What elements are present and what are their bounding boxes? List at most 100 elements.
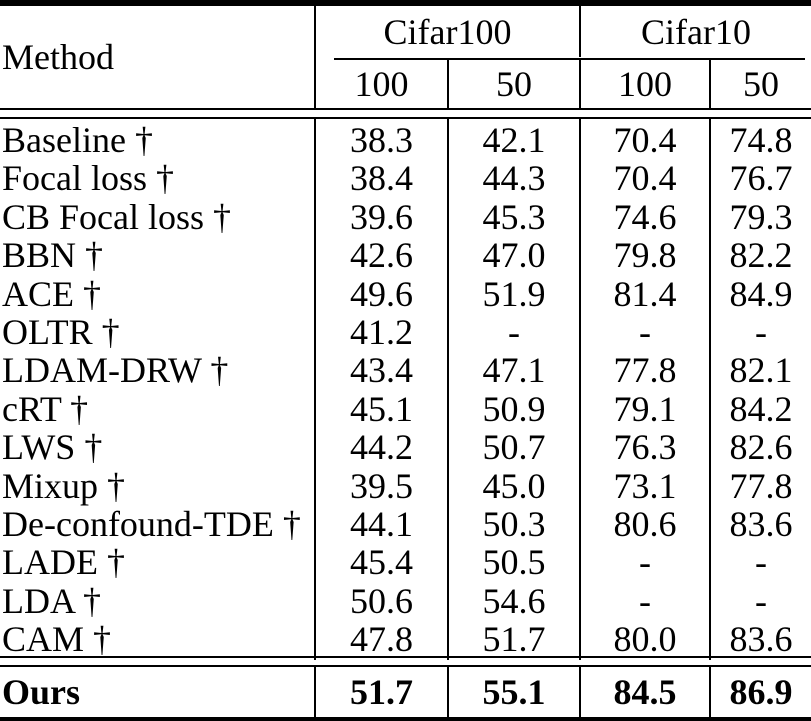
method-cell: cRT † [0, 387, 316, 430]
table-row: CB Focal loss † 39.6 45.3 74.6 79.3 [0, 195, 811, 238]
value-cell: 74.6 [579, 195, 709, 238]
table-row: LDA † 50.6 54.6 - - [0, 579, 811, 622]
ours-separator-rule [0, 656, 811, 668]
value-cell: 47.0 [447, 234, 579, 277]
method-cell: LDA † [0, 579, 316, 622]
table-row: BBN † 42.6 47.0 79.8 82.2 [0, 234, 811, 277]
value-cell: 45.0 [447, 464, 579, 507]
value-cell: 76.3 [579, 426, 709, 469]
value-cell: 84.2 [709, 387, 811, 430]
value-cell: - [709, 541, 811, 584]
value-cell: 50.7 [447, 426, 579, 469]
value-cell: 81.4 [579, 272, 709, 315]
value-cell: 70.4 [579, 119, 709, 161]
subheader-cifar10-100: 100 [579, 60, 709, 108]
table-header: Method Cifar100 Cifar10 100 50 100 50 [0, 6, 811, 108]
value-cell: 79.8 [579, 234, 709, 277]
value-cell: 44.2 [350, 427, 413, 468]
method-cell: OLTR † [0, 310, 316, 353]
value-cell: 50.3 [447, 502, 579, 545]
value-cell: 44.1 [350, 503, 413, 544]
header-separator-rule [0, 108, 811, 119]
value-cell: 49.6 [350, 273, 413, 314]
table-top-rule [0, 0, 811, 6]
value-cell: 79.3 [709, 195, 811, 238]
value-cell: 70.4 [579, 157, 709, 200]
value-cell: 79.1 [579, 387, 709, 430]
value-cell: 44.3 [447, 157, 579, 200]
table-bottom-rule [0, 717, 811, 721]
value-cell: 51.9 [447, 272, 579, 315]
method-cell: De-confound-TDE † [0, 502, 316, 545]
value-cell: 84.9 [709, 272, 811, 315]
table-row: LWS † 44.2 50.7 76.3 82.6 [0, 426, 811, 469]
subheader-cifar100-100: 100 [354, 64, 409, 104]
value-cell: 50.6 [350, 580, 413, 621]
method-cell: LADE † [0, 541, 316, 584]
column-group-cifar10: Cifar10 [579, 6, 811, 57]
table-row: Baseline † 38.3 42.1 70.4 74.8 [0, 119, 811, 161]
method-column-header: Method [0, 6, 316, 108]
subheader-cifar100-50: 50 [447, 60, 579, 108]
value-cell: 76.7 [709, 157, 811, 200]
value-cell: 84.5 [579, 667, 709, 718]
table-row: Mixup † 39.5 45.0 73.1 77.8 [0, 464, 811, 507]
value-cell: 50.5 [447, 541, 579, 584]
value-cell: 51.7 [350, 672, 413, 713]
value-cell: 47.8 [350, 619, 413, 660]
value-cell: 82.6 [709, 426, 811, 469]
value-cell: 82.2 [709, 234, 811, 277]
value-cell: 45.3 [447, 195, 579, 238]
value-cell: 38.3 [350, 120, 413, 160]
value-cell: 39.5 [350, 465, 413, 506]
table-row: OLTR † 41.2 - - - [0, 310, 811, 353]
value-cell: 38.4 [350, 158, 413, 199]
value-cell: - [447, 310, 579, 353]
method-cell: CB Focal loss † [0, 195, 316, 238]
value-cell: 82.1 [709, 349, 811, 392]
method-cell: Ours [0, 667, 316, 718]
value-cell: 43.4 [350, 350, 413, 391]
subheader-cifar10-50: 50 [709, 60, 811, 108]
value-cell: 80.6 [579, 502, 709, 545]
value-cell: 50.9 [447, 387, 579, 430]
value-cell: 77.8 [709, 464, 811, 507]
value-cell: 83.6 [709, 618, 811, 661]
table-row: ACE † 49.6 51.9 81.4 84.9 [0, 272, 811, 315]
table-row: Focal loss † 38.4 44.3 70.4 76.7 [0, 157, 811, 200]
method-cell: Focal loss † [0, 157, 316, 200]
method-cell: Mixup † [0, 464, 316, 507]
value-cell: - [579, 310, 709, 353]
value-cell: 51.7 [447, 618, 579, 661]
value-cell: 47.1 [447, 349, 579, 392]
method-cell: CAM † [0, 618, 316, 661]
method-cell: LWS † [0, 426, 316, 469]
value-cell: 41.2 [350, 311, 413, 352]
table-row: CAM † 47.8 51.7 80.0 83.6 [0, 618, 811, 661]
table-row: cRT † 45.1 50.9 79.1 84.2 [0, 387, 811, 430]
method-cell: Baseline † [0, 119, 316, 161]
column-group-cifar100: Cifar100 [383, 11, 512, 52]
value-cell: 80.0 [579, 618, 709, 661]
table-row: De-confound-TDE † 44.1 50.3 80.6 83.6 [0, 502, 811, 545]
value-cell: - [709, 579, 811, 622]
value-cell: 54.6 [447, 579, 579, 622]
method-cell: LDAM-DRW † [0, 349, 316, 392]
table-body: Baseline † 38.3 42.1 70.4 74.8 Focal los… [0, 119, 811, 661]
value-cell: - [579, 541, 709, 584]
table-row: LADE † 45.4 50.5 - - [0, 541, 811, 584]
method-cell: BBN † [0, 234, 316, 277]
method-cell: ACE † [0, 272, 316, 315]
value-cell: 73.1 [579, 464, 709, 507]
value-cell: - [709, 310, 811, 353]
value-cell: 42.6 [350, 235, 413, 276]
value-cell: 86.9 [709, 667, 811, 718]
value-cell: 45.1 [350, 388, 413, 429]
value-cell: 55.1 [447, 667, 579, 718]
value-cell: 74.8 [709, 119, 811, 161]
value-cell: 42.1 [447, 119, 579, 161]
table-row: LDAM-DRW † 43.4 47.1 77.8 82.1 [0, 349, 811, 392]
value-cell: 83.6 [709, 502, 811, 545]
value-cell: 77.8 [579, 349, 709, 392]
